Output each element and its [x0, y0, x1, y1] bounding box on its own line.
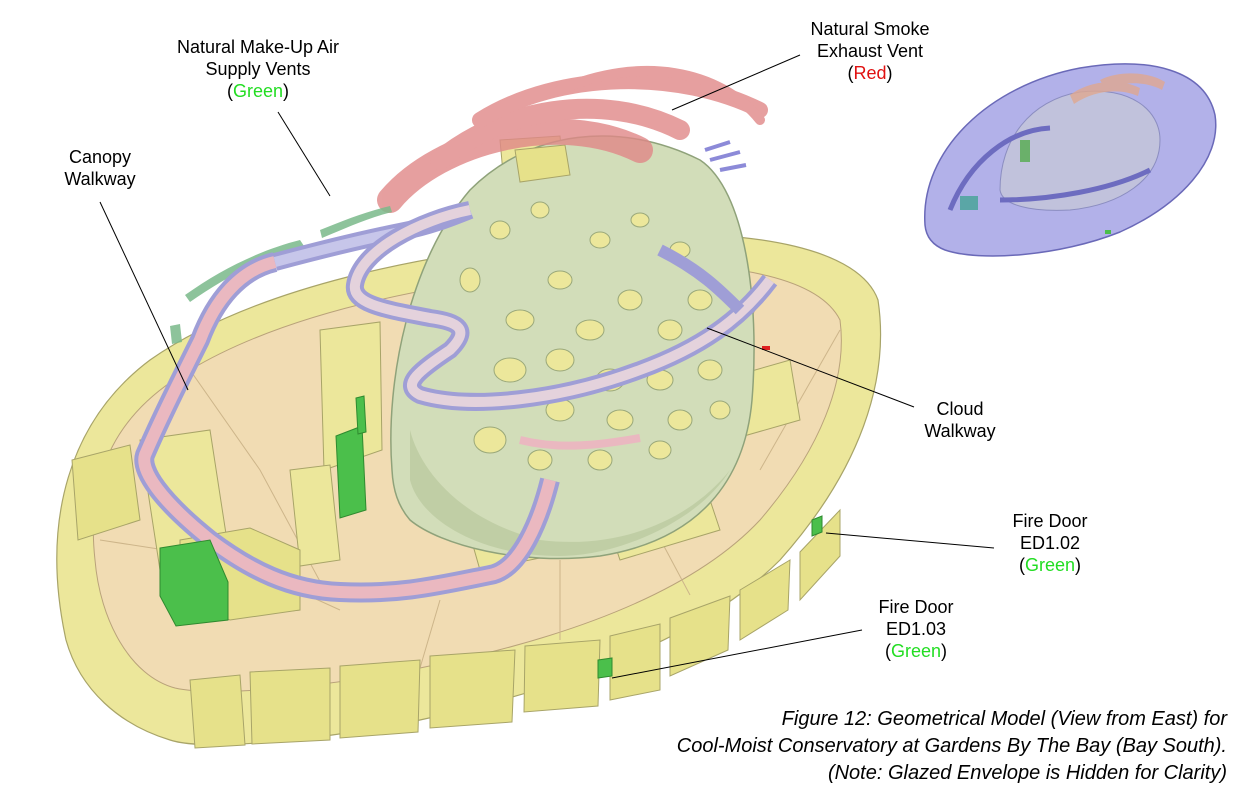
label-line: Exhaust Vent	[816, 41, 924, 61]
door-panel-left	[335, 425, 367, 519]
leader-smoke-vent	[671, 54, 801, 111]
smoke-exhaust-vents	[377, 65, 768, 213]
inset-envelope-view	[924, 63, 1217, 257]
fire-door-ed103	[597, 657, 613, 679]
label-canopy-walkway: Canopy Walkway	[40, 146, 160, 190]
leader-lines	[99, 54, 995, 679]
label-line: Cloud	[936, 399, 984, 419]
caption-line: Figure 12: Geometrical Model (View from …	[781, 708, 1227, 730]
label-makeup-air-vents: Natural Make-Up Air Supply Vents (Green)	[128, 36, 388, 102]
color-word-red: Red	[853, 63, 887, 83]
vent-stubs	[704, 140, 747, 172]
green-doors	[159, 395, 823, 679]
label-line: Walkway	[924, 421, 996, 441]
paren-open: (	[1018, 555, 1025, 575]
label-line: Natural Smoke	[810, 19, 930, 39]
label-line: ED1.02	[1019, 533, 1081, 553]
label-cloud-walkway: Cloud Walkway	[904, 398, 1016, 442]
color-word-green: Green	[232, 81, 284, 101]
paren-close: )	[886, 63, 893, 83]
label-line: Fire Door	[1012, 511, 1088, 531]
color-word-green: Green	[890, 641, 942, 661]
fire-door-ed102	[811, 515, 823, 537]
cloud-walkway	[346, 201, 778, 450]
label-fire-door-ed102: Fire Door ED1.02 (Green)	[980, 510, 1120, 576]
rim-blocks	[71, 444, 841, 749]
mountain-shade	[410, 430, 730, 556]
paren-open: (	[226, 81, 233, 101]
caption-line: (Note: Glazed Envelope is Hidden for Cla…	[827, 762, 1227, 784]
label-line: Fire Door	[878, 597, 954, 617]
paren-open: (	[847, 63, 854, 83]
color-word-green: Green	[1024, 555, 1076, 575]
caption-line: Cool-Moist Conservatory at Gardens By Th…	[676, 735, 1227, 757]
red-marker	[762, 346, 770, 350]
paren-close: )	[1075, 555, 1082, 575]
label-fire-door-ed103: Fire Door ED1.03 (Green)	[846, 596, 986, 662]
door-block-front	[159, 539, 229, 627]
paren-open: (	[884, 641, 891, 661]
paren-close: )	[941, 641, 948, 661]
label-color-note: (Green)	[846, 640, 986, 662]
label-line: Walkway	[64, 169, 136, 189]
paren-close: )	[283, 81, 290, 101]
figure-caption: Figure 12: Geometrical Model (View from …	[507, 706, 1227, 787]
leader-cloud	[706, 327, 915, 408]
label-color-note: (Green)	[980, 554, 1120, 576]
label-line: Canopy	[68, 147, 132, 167]
label-line: Supply Vents	[205, 59, 311, 79]
leader-canopy	[99, 201, 189, 391]
label-line: ED1.03	[885, 619, 947, 639]
leader-makeup-air	[277, 111, 331, 197]
door-panel-left-thin	[355, 395, 367, 435]
leader-fire-door-103	[611, 629, 863, 679]
label-smoke-exhaust-vent: Natural Smoke Exhaust Vent (Red)	[770, 18, 970, 84]
label-color-note: (Green)	[128, 80, 388, 102]
mountain-top-block	[514, 144, 571, 183]
leader-fire-door-102	[825, 532, 995, 549]
label-color-note: (Red)	[770, 62, 970, 84]
label-line: Natural Make-Up Air	[176, 37, 340, 57]
